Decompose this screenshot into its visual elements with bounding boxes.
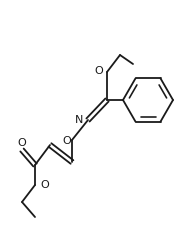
Text: N: N: [75, 115, 83, 125]
Text: O: O: [62, 136, 71, 146]
Text: O: O: [94, 66, 103, 76]
Text: O: O: [40, 180, 49, 190]
Text: O: O: [18, 138, 26, 148]
